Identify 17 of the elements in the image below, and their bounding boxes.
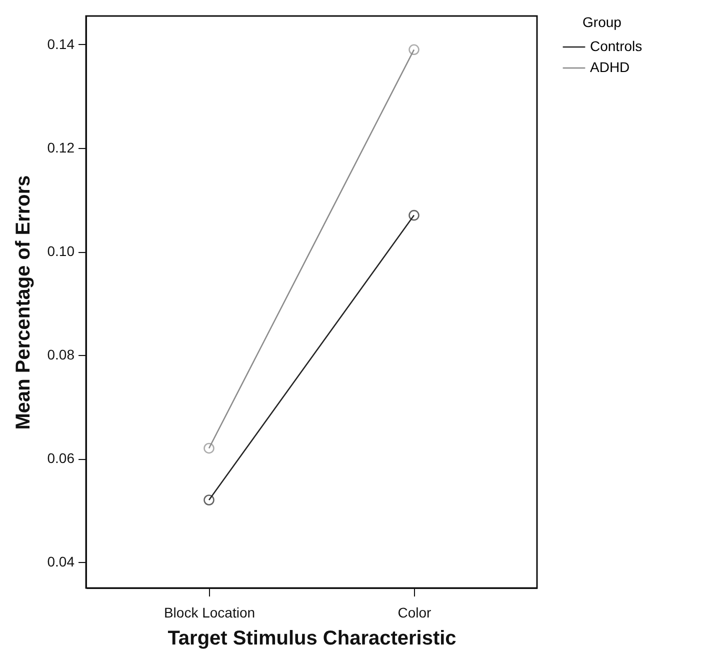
y-tick-label: 0.10 (47, 243, 75, 260)
y-axis-title: Mean Percentage of Errors (12, 175, 34, 430)
point (408, 44, 420, 56)
legend-title: Group (582, 14, 622, 30)
x-axis-title: Target Stimulus Characteristic (168, 628, 456, 650)
y-tick-label: 0.08 (47, 346, 75, 363)
y-tick-label: 0.04 (47, 554, 75, 570)
x-tick-label: Block Location (164, 604, 256, 620)
y-tick-label: 0.12 (47, 140, 75, 156)
legend-label: Controls (590, 38, 642, 54)
y-tick-label: 0.14 (47, 36, 75, 52)
x-tick-label: Color (398, 604, 432, 620)
point (204, 442, 214, 454)
y-tick-label: 0.06 (47, 450, 75, 466)
point (204, 494, 214, 506)
legend-label: ADHD (590, 59, 630, 75)
point (408, 210, 420, 221)
